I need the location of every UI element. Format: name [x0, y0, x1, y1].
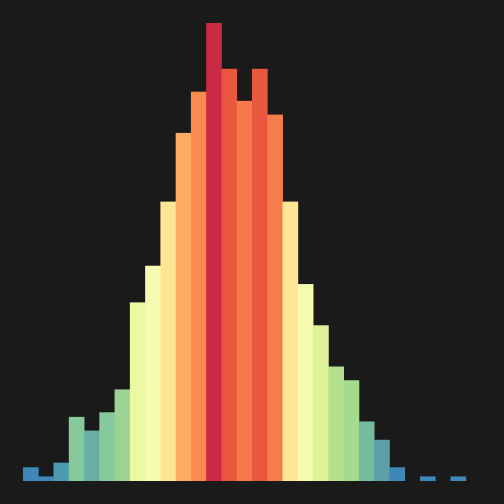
histogram-bar-13: [206, 23, 222, 481]
histogram-bar-12: [190, 91, 207, 481]
histogram-bar-4: [68, 416, 85, 481]
histogram-bar-6: [99, 412, 115, 481]
histogram-bar-19: [297, 284, 314, 481]
histogram-bar-1: [23, 467, 39, 481]
histogram-bar-11: [175, 132, 192, 482]
histogram-bar-20: [313, 325, 329, 481]
histogram-bar-5: [84, 430, 100, 481]
histogram-bar-7: [114, 389, 131, 481]
histogram-bar-3: [53, 462, 70, 481]
histogram-bar-9: [145, 265, 161, 481]
histogram-bar-21: [328, 366, 344, 481]
histogram-bar-2: [38, 476, 54, 481]
histogram-bar-15: [236, 100, 253, 482]
histogram-bar-16: [252, 68, 268, 482]
histogram-bar-10: [160, 201, 177, 481]
histogram-bar-17: [267, 114, 283, 481]
histogram-bar-22: [343, 380, 360, 481]
histogram-bar-27: [419, 476, 436, 481]
histogram-bar-18: [282, 201, 299, 481]
histogram-bar-29: [450, 476, 467, 481]
histogram-bar-23: [358, 421, 375, 481]
histogram-bars: [23, 23, 467, 482]
histogram-bar-24: [374, 439, 390, 481]
histogram-bar-8: [129, 302, 146, 481]
histogram-bar-14: [221, 68, 238, 482]
histogram-bar-25: [389, 467, 406, 481]
